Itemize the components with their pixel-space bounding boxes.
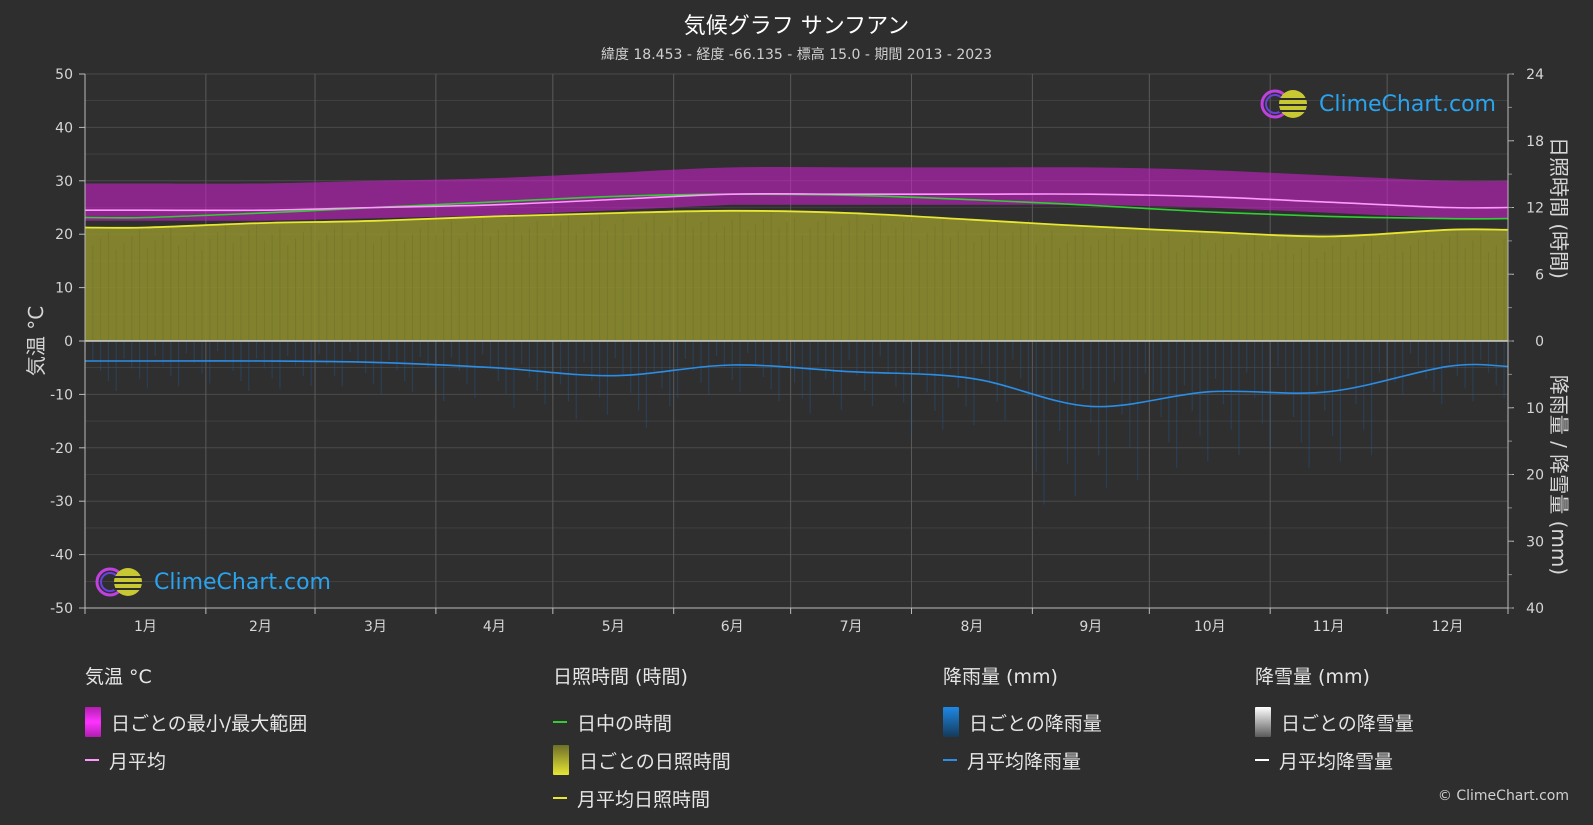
legend-rain: 降雨量 (mm) 日ごとの降雨量 月平均降雨量 (943, 662, 1102, 779)
sunshine-daily-swatch (553, 745, 569, 775)
legend-snow: 降雪量 (mm) 日ごとの降雪量 月平均降雪量 (1255, 662, 1414, 779)
left-tick-label: 50 (55, 67, 73, 83)
legend-heading: 降雨量 (mm) (943, 666, 1058, 688)
month-label: 2月 (249, 619, 272, 635)
month-label: 1月 (134, 619, 157, 635)
legend-label: 日ごとの降雨量 (969, 712, 1102, 735)
month-label: 8月 (960, 619, 983, 635)
month-label: 9月 (1079, 619, 1102, 635)
left-tick-label: 40 (55, 120, 73, 136)
legend-label: 月平均 (109, 750, 167, 773)
right-tick-label: 30 (1526, 534, 1544, 550)
month-label: 7月 (840, 619, 863, 635)
left-tick-label: -10 (50, 387, 73, 403)
legend-heading: 気温 °C (85, 666, 152, 688)
legend-label: 月平均日照時間 (577, 788, 711, 811)
month-label: 5月 (602, 619, 625, 635)
left-tick-label: -50 (50, 601, 73, 617)
left-axis-label: 気温 °C (24, 306, 48, 376)
legend-heading: 日照時間 (時間) (553, 666, 688, 688)
sunshine-avg-line (84, 209, 1509, 238)
legend-item-snow-avg[interactable]: 月平均降雪量 (1255, 741, 1414, 779)
month-label: 11月 (1313, 619, 1345, 635)
axes: 50 40 30 20 10 0 -10 -20 -30 -40 -50 24 18 12 6 0 10 20 30… (50, 67, 1544, 635)
chart-fills (84, 167, 1508, 505)
logo-text: ClimeChart.com (154, 569, 331, 595)
right-tick-label: 24 (1526, 67, 1544, 83)
legend-item-rain-daily[interactable]: 日ごとの降雨量 (943, 703, 1102, 741)
legend-heading: 降雪量 (mm) (1255, 666, 1370, 688)
right-tick-label: 40 (1526, 601, 1544, 617)
left-tick-label: 0 (64, 334, 73, 350)
legend-label: 月平均降雪量 (1279, 750, 1394, 773)
chart-subtitle: 緯度 18.453 - 経度 -66.135 - 標高 15.0 - 期間 20… (600, 47, 993, 63)
rain-daily-swatch (943, 707, 959, 737)
logo-bottom[interactable]: ClimeChart.com (94, 566, 331, 598)
left-tick-label: -30 (50, 494, 73, 510)
month-label: 10月 (1194, 619, 1226, 635)
legend-item-rain-avg[interactable]: 月平均降雨量 (943, 741, 1102, 779)
logo-top[interactable]: ClimeChart.com (1259, 88, 1496, 120)
month-label: 3月 (364, 619, 387, 635)
legend-item-snow-daily[interactable]: 日ごとの降雪量 (1255, 703, 1414, 741)
legend-item-sunshine-daily[interactable]: 日ごとの日照時間 (553, 741, 731, 779)
right-tick-label: 6 (1535, 267, 1544, 283)
logo-text: ClimeChart.com (1319, 91, 1496, 117)
legend-item-temp-avg[interactable]: 月平均 (85, 741, 307, 779)
snow-daily-swatch (1255, 707, 1271, 737)
legend-item-daylight[interactable]: 日中の時間 (553, 703, 731, 741)
temp-avg-swatch (85, 759, 99, 761)
right-tick-label: 18 (1526, 134, 1544, 150)
climechart-logo-icon (95, 567, 142, 597)
right-axis-label-top: 日照時間 (時間) (1547, 137, 1571, 279)
legend-temperature: 気温 °C 日ごとの最小/最大範囲 月平均 (85, 662, 307, 779)
sunshine-area (85, 210, 1508, 341)
sunshine-avg-swatch (553, 797, 567, 799)
copyright: © ClimeChart.com (1437, 788, 1569, 804)
temp-avg-line (85, 193, 1509, 212)
chart-lines (84, 193, 1509, 408)
chart-title: 気候グラフ サンフアン (683, 14, 910, 39)
legend-sunshine: 日照時間 (時間) 日中の時間 日ごとの日照時間 月平均日照時間 (553, 662, 731, 817)
legend-label: 日ごとの降雪量 (1281, 712, 1414, 735)
snow-avg-swatch (1255, 759, 1269, 761)
legend-item-temp-range[interactable]: 日ごとの最小/最大範囲 (85, 703, 307, 741)
climechart-logo-icon (1260, 89, 1307, 119)
left-tick-label: -20 (50, 441, 73, 457)
temp-range-swatch (85, 707, 101, 737)
rain-avg-swatch (943, 759, 957, 761)
right-tick-label: 10 (1526, 401, 1544, 417)
legend-label: 日ごとの最小/最大範囲 (111, 712, 308, 735)
daylight-swatch (553, 721, 567, 723)
left-tick-label: 20 (55, 227, 73, 243)
right-axis-label-bottom: 降雨量 / 降雪量 (mm) (1547, 375, 1571, 575)
rain-avg-line (85, 360, 1509, 408)
month-label: 6月 (721, 619, 744, 635)
right-tick-label: 0 (1535, 334, 1544, 350)
left-tick-label: 10 (55, 281, 73, 297)
month-label: 12月 (1432, 619, 1464, 635)
left-tick-label: -40 (50, 548, 73, 564)
right-tick-label: 20 (1526, 468, 1544, 484)
right-tick-label: 12 (1526, 201, 1544, 217)
month-label: 4月 (483, 619, 506, 635)
left-tick-label: 30 (55, 174, 73, 190)
legend-item-sunshine-avg[interactable]: 月平均日照時間 (553, 779, 731, 817)
legend-label: 月平均降雨量 (967, 750, 1082, 773)
legend-label: 日中の時間 (577, 712, 673, 735)
climate-chart: 50 40 30 20 10 0 -10 -20 -30 -40 -50 24 18 12 6 0 10 20 30… (24, 67, 1571, 635)
legend-label: 日ごとの日照時間 (579, 750, 731, 773)
